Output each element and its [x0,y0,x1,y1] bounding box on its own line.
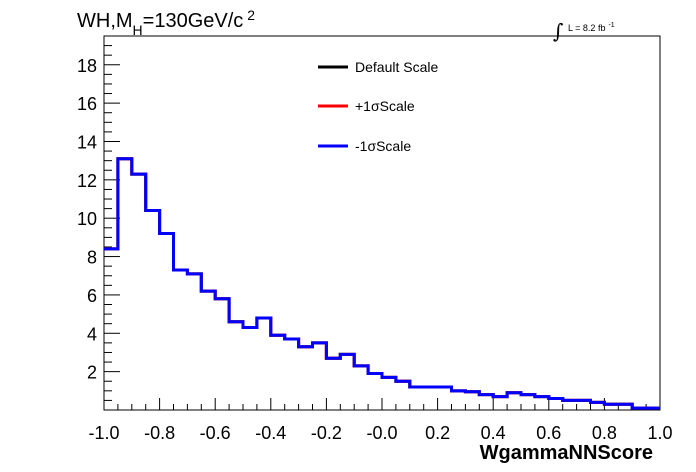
x-tick-label: 1.0 [647,423,672,443]
y-tick-label: 4 [87,324,97,344]
x-tick-label: -0.2 [311,423,342,443]
x-tick-label: -0.0 [366,423,397,443]
x-tick-label: -0.8 [144,423,175,443]
axes: -1.0 -0.8 -0.6 -0.4 -0.2 -0.0 0.2 0.4 0.6 0.8 1.0 2… [77,35,673,443]
lumi-integral: ∫ [553,19,563,43]
legend-label-minus: -1σScale [355,138,411,154]
x-tick-label: 0.2 [425,423,450,443]
x-tick-label: -1.0 [88,423,119,443]
legend-label-plus: +1σScale [355,98,415,114]
x-tick-label: -0.6 [200,423,231,443]
lumi-label: L = 8.2 fb -1 [568,22,615,33]
y-tick-label: 2 [87,363,97,383]
x-tick-label: 0.4 [481,423,506,443]
series-line-minus [104,157,660,410]
series-group [104,157,660,410]
title-subscript: H [133,22,143,38]
y-tick-label: 14 [77,132,97,152]
legend-label-default: Default Scale [355,59,438,75]
y-tick-label: 10 [77,209,97,229]
y-tick-label: 6 [87,286,97,306]
y-tick-label: 16 [77,94,97,114]
title-superscript: 2 [247,7,255,23]
x-tick-label: 0.6 [536,423,561,443]
title-mass: =130GeV/c [143,10,244,32]
legend: Default Scale +1σScale -1σScale [318,59,438,154]
lumi-text: L = 8.2 fb [568,23,605,33]
x-tick-label: -0.4 [255,423,286,443]
title-main: WH,M [77,10,133,32]
y-tick-label: 8 [87,248,97,268]
lumi-superscript: -1 [608,22,614,29]
plot-title: WH,MH=130GeV/c 2 [77,7,255,38]
y-tick-label: 18 [77,56,97,76]
y-tick-label: 12 [77,171,97,191]
x-axis-title: WgammaNNScore [480,442,653,464]
x-tick-label: 0.8 [592,423,617,443]
